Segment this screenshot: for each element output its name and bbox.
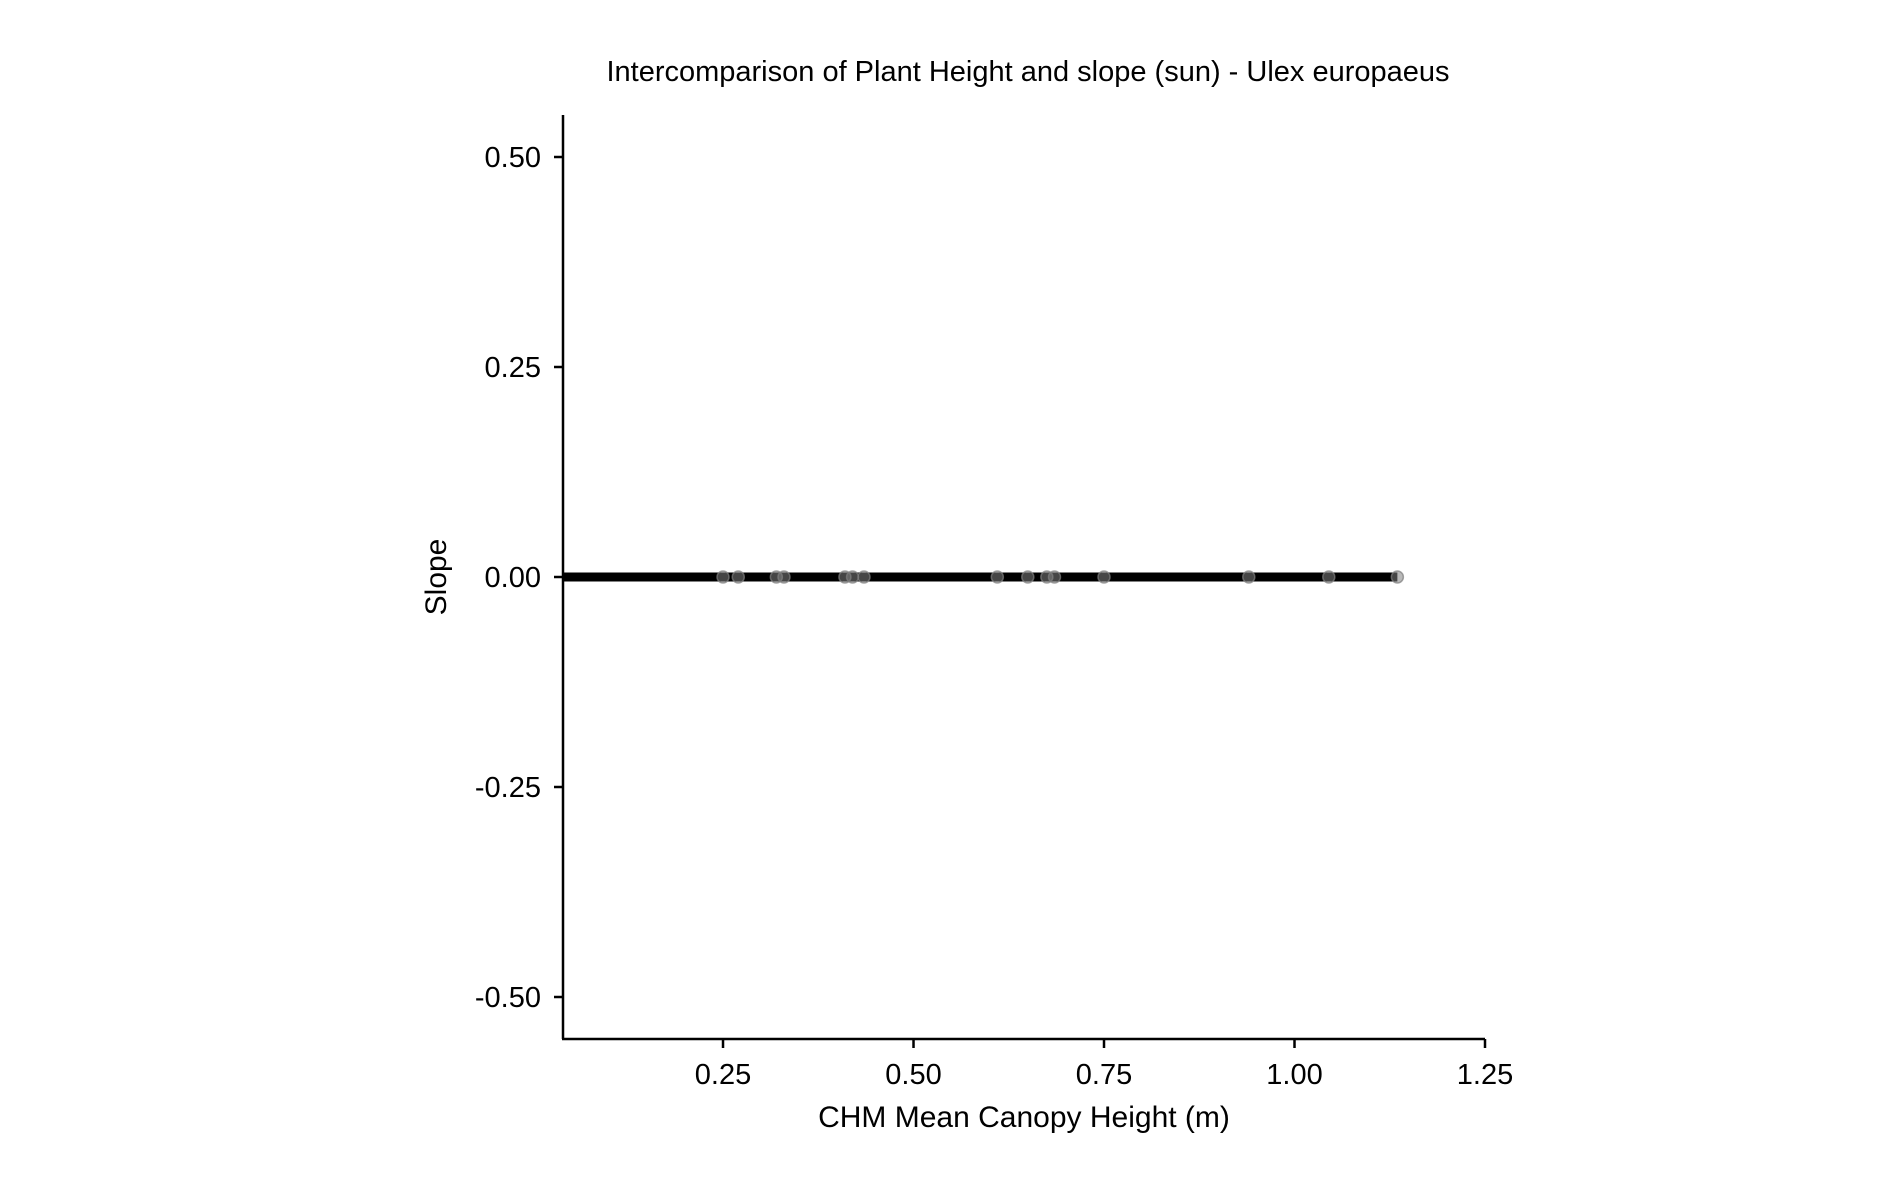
y-ticks: 0.50 0.25 0.00 -0.25 -0.50 — [475, 142, 563, 1014]
y-tick-label: 0.50 — [485, 142, 541, 174]
y-tick-label: -0.25 — [475, 772, 541, 804]
data-point — [1390, 570, 1405, 584]
x-tick-label: 1.25 — [1457, 1059, 1513, 1091]
data-point — [1021, 570, 1035, 584]
data-points — [716, 570, 1405, 584]
data-point — [990, 570, 1005, 584]
chart-title: Intercomparison of Plant Height and slop… — [606, 56, 1449, 88]
data-point — [857, 570, 871, 584]
data-point — [731, 570, 746, 584]
data-point — [777, 570, 791, 584]
x-ticks: 0.25 0.50 0.75 1.00 1.25 — [695, 1039, 1513, 1091]
data-point — [1242, 570, 1256, 584]
x-tick-label: 0.25 — [695, 1059, 751, 1091]
y-axis-title: Slope — [420, 539, 453, 616]
x-tick-label: 0.75 — [1076, 1059, 1132, 1091]
x-axis-title: CHM Mean Canopy Height (m) — [818, 1101, 1230, 1134]
data-point — [1097, 570, 1111, 584]
y-tick-label: 0.25 — [485, 352, 541, 384]
data-point — [1322, 570, 1336, 584]
data-point — [845, 570, 860, 584]
y-tick-label: -0.50 — [475, 982, 541, 1014]
data-point — [1047, 570, 1062, 584]
data-point — [716, 570, 730, 584]
x-tick-label: 1.00 — [1266, 1059, 1322, 1091]
y-tick-label: 0.00 — [485, 562, 541, 594]
x-tick-label: 0.50 — [885, 1059, 941, 1091]
